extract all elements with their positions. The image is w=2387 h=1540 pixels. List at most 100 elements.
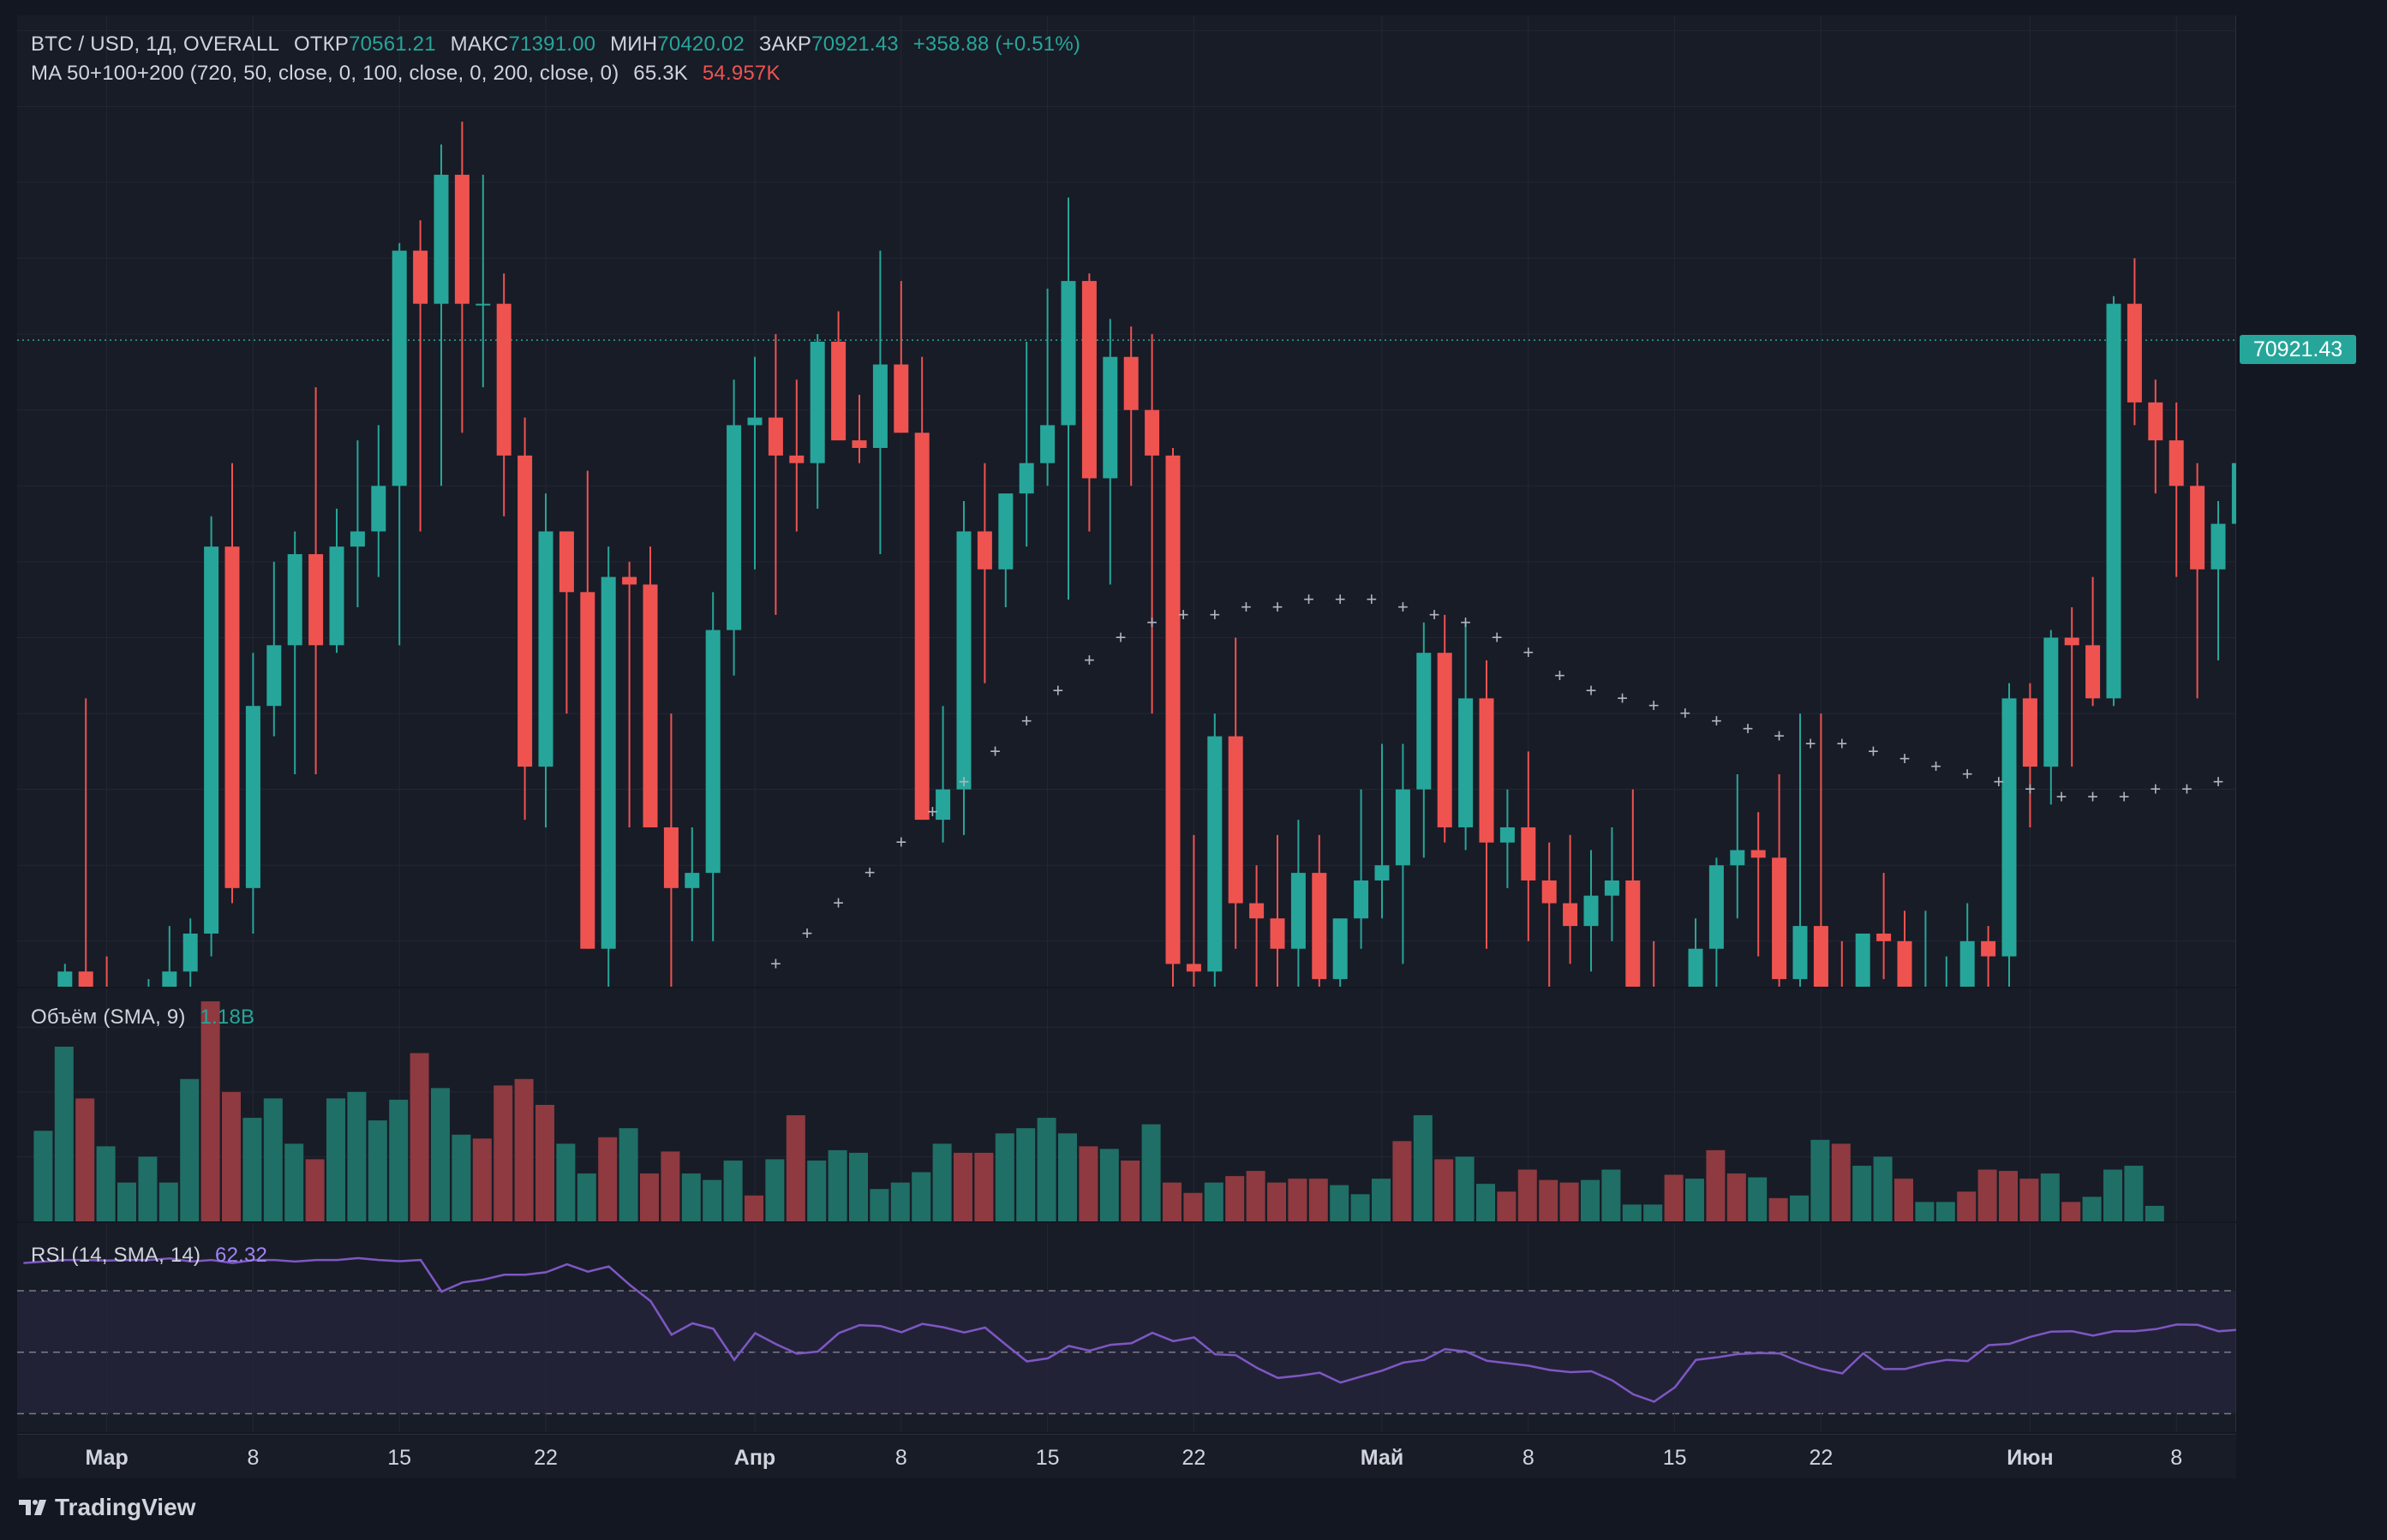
ma-label[interactable]: MA 50+100+200 (720, 50, close, 0, 100, c… bbox=[31, 62, 619, 85]
candle-body bbox=[872, 364, 888, 448]
price-chart[interactable]: 75000.0074000.0073000.0072000.0071000.00… bbox=[17, 15, 2387, 1270]
ma-point: + bbox=[1586, 679, 1597, 701]
ma-point: + bbox=[1209, 604, 1220, 625]
candle-body bbox=[1625, 880, 1641, 1078]
candle-body bbox=[392, 250, 407, 486]
volume-label[interactable]: Объём (SMA, 9) bbox=[31, 1006, 186, 1029]
ma-point: + bbox=[1617, 687, 1628, 708]
candle-body bbox=[1563, 903, 1578, 927]
volume-bar bbox=[2145, 1205, 2164, 1221]
candle-body bbox=[1499, 827, 1515, 843]
volume-bar bbox=[2103, 1169, 2122, 1221]
candle-body bbox=[454, 175, 470, 304]
candle-body bbox=[789, 455, 805, 463]
volume-bar bbox=[932, 1143, 952, 1221]
ma-point: + bbox=[1146, 612, 1158, 633]
price-pane[interactable]: 75000.0074000.0073000.0072000.0071000.00… bbox=[17, 15, 2387, 1270]
ma-point: + bbox=[2087, 786, 2098, 808]
volume-bar bbox=[159, 1182, 178, 1221]
volume-bar bbox=[222, 1091, 241, 1221]
candle-body bbox=[245, 706, 260, 888]
brand-logo[interactable]: TradingView bbox=[17, 1494, 195, 1521]
ma-point: + bbox=[1930, 755, 1941, 777]
ma-point: + bbox=[1868, 740, 1879, 761]
candle-body bbox=[1228, 736, 1243, 904]
time-axis-label: 8 bbox=[2170, 1446, 2182, 1470]
time-axis-label: 8 bbox=[895, 1446, 907, 1470]
candle-body bbox=[517, 455, 533, 767]
volume-bar bbox=[410, 1053, 429, 1221]
candle-body bbox=[1583, 895, 1599, 927]
volume-bar bbox=[1643, 1204, 1663, 1221]
volume-bar bbox=[1016, 1128, 1036, 1221]
volume-bar bbox=[703, 1179, 722, 1221]
volume-bar bbox=[995, 1133, 1014, 1221]
candle-body bbox=[1772, 857, 1787, 980]
volume-bar bbox=[54, 1047, 74, 1221]
time-axis[interactable]: Мар 8 15 22 Апр 8 15 22 Май 8 15 22 Июн 8 bbox=[17, 1434, 2236, 1478]
time-axis-label: 8 bbox=[247, 1446, 259, 1470]
volume-bar bbox=[598, 1137, 618, 1221]
volume-bar bbox=[870, 1189, 889, 1221]
volume-bar bbox=[1372, 1179, 1391, 1221]
ma-point: + bbox=[1899, 748, 1911, 769]
candle-body bbox=[559, 531, 574, 593]
candle-body bbox=[496, 303, 512, 456]
candle-body bbox=[685, 873, 700, 888]
ma-point: + bbox=[927, 801, 938, 822]
rsi-chart[interactable]: 80.0060.0040.00 bbox=[17, 1223, 2344, 1432]
candle-body bbox=[57, 971, 73, 1048]
volume-chart[interactable]: 15B10B5B bbox=[17, 988, 2288, 1221]
candle-body bbox=[1897, 940, 1912, 1063]
candle-body bbox=[1959, 940, 1975, 1041]
candle-body bbox=[182, 933, 198, 972]
symbol-label[interactable]: BTC / USD, 1Д, OVERALL bbox=[31, 33, 280, 56]
time-axis-label: 8 bbox=[1523, 1446, 1534, 1470]
volume-bar bbox=[2082, 1197, 2102, 1221]
candle-body bbox=[1708, 865, 1724, 949]
candle-body bbox=[204, 546, 219, 934]
volume-bar bbox=[305, 1159, 325, 1221]
time-axis-label: 22 bbox=[1182, 1446, 1205, 1470]
candle-body bbox=[810, 341, 825, 463]
volume-pane[interactable]: 15B10B5B bbox=[17, 988, 2288, 1221]
ma-point: + bbox=[2056, 786, 2067, 808]
candle-body bbox=[78, 971, 93, 1018]
volume-bar bbox=[2061, 1202, 2081, 1221]
candle-body bbox=[1541, 880, 1557, 904]
volume-bar bbox=[1999, 1171, 2018, 1221]
rsi-pane[interactable]: 80.0060.0040.00 bbox=[17, 1223, 2344, 1432]
candle-body bbox=[162, 971, 177, 1018]
volume-bar bbox=[1183, 1192, 1203, 1221]
ma-point: + bbox=[1554, 665, 1565, 686]
volume-bar bbox=[1873, 1156, 1893, 1221]
candle-body bbox=[580, 592, 595, 949]
candle-body bbox=[727, 425, 742, 630]
ma-point: + bbox=[1711, 710, 1722, 731]
candle-body bbox=[1270, 918, 1285, 949]
candle-body bbox=[2190, 486, 2205, 570]
volume-bar bbox=[681, 1173, 701, 1221]
high-label: МАКС bbox=[450, 33, 509, 56]
candle-body bbox=[266, 645, 282, 707]
candle-body bbox=[1813, 926, 1828, 1033]
volume-bar bbox=[1852, 1166, 1872, 1221]
ma-point: + bbox=[1021, 710, 1032, 731]
volume-bar bbox=[1392, 1141, 1412, 1221]
volume-bar bbox=[200, 1001, 220, 1221]
ma-point: + bbox=[802, 922, 813, 944]
candle-body bbox=[2085, 645, 2101, 699]
candle-body bbox=[601, 576, 616, 949]
volume-bar bbox=[1350, 1194, 1370, 1221]
candle-body bbox=[2127, 303, 2142, 403]
candle-body bbox=[1207, 736, 1223, 972]
volume-bar bbox=[1831, 1143, 1851, 1221]
rsi-value: 62.32 bbox=[215, 1244, 268, 1267]
volume-bar bbox=[807, 1160, 827, 1221]
candle-body bbox=[1165, 455, 1181, 964]
volume-bar bbox=[1058, 1133, 1077, 1221]
volume-bar bbox=[1121, 1160, 1140, 1221]
brand-name: TradingView bbox=[55, 1494, 196, 1520]
ohlc-legend: BTC / USD, 1Д, OVERALL ОТКР70561.21 МАКС… bbox=[31, 33, 1089, 57]
rsi-label[interactable]: RSI (14, SMA, 14) bbox=[31, 1244, 201, 1267]
